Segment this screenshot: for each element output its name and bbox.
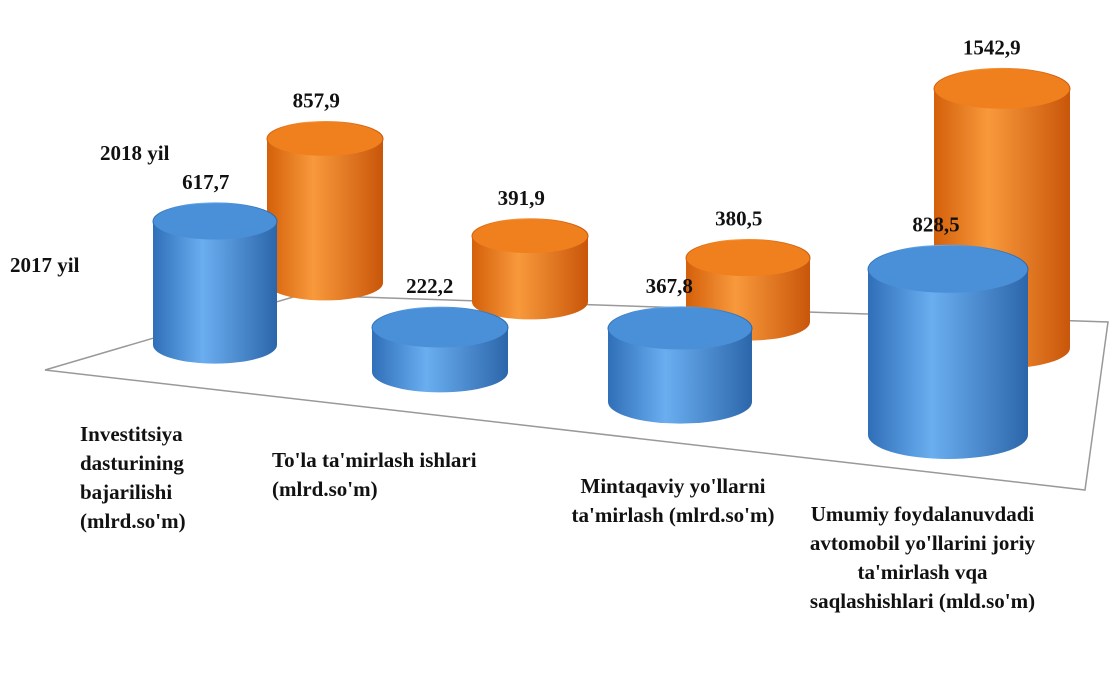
category-label: Mintaqaviy yo'llarni ta'mirlash (mlrd.so… (571, 474, 775, 527)
cylinder (472, 236, 588, 320)
cylinder (868, 269, 1028, 459)
category-label: To'la ta'mirlash ishlari (mlrd.so'm) (272, 448, 477, 501)
cylinder (608, 328, 752, 424)
legend-label: 2018 yil (100, 141, 170, 165)
legend-label: 2017 yil (10, 253, 80, 277)
value-label: 391,9 (498, 186, 545, 210)
value-label: 617,7 (182, 170, 229, 194)
cylinder-top (607, 306, 753, 351)
cylinder-top (371, 306, 509, 349)
value-label: 367,8 (646, 274, 693, 298)
cylinder-top (471, 218, 589, 255)
value-label: 222,2 (406, 274, 453, 298)
cylinder-top (152, 202, 278, 241)
cylinder-top (933, 67, 1071, 110)
value-label: 1542,9 (963, 35, 1021, 59)
category-label: Umumiy foydalanuvdadi avtomobil yo'llari… (809, 502, 1036, 613)
cylinder (153, 221, 277, 364)
cylinder-top (266, 120, 384, 157)
value-label: 857,9 (293, 88, 340, 112)
category-label: Investitsiya dasturining bajarilishi (ml… (80, 422, 186, 533)
cylinder-top (685, 238, 811, 278)
cylinder (267, 138, 383, 301)
value-label: 828,5 (912, 212, 959, 236)
cylinder-top (867, 244, 1029, 294)
value-label: 380,5 (715, 206, 762, 230)
